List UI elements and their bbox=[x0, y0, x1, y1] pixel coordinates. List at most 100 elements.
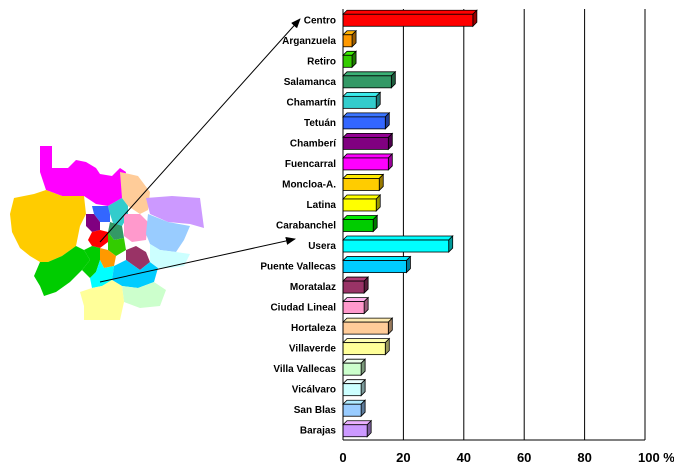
gridlines bbox=[402, 9, 646, 440]
bar-front-face bbox=[342, 239, 450, 253]
bar-latina bbox=[342, 194, 382, 212]
bar-front-face bbox=[342, 301, 365, 314]
category-label-arganzuela: Arganzuela bbox=[282, 36, 336, 47]
bar-front-face bbox=[342, 137, 389, 150]
bar-front-face bbox=[342, 54, 353, 68]
category-label-retiro: Retiro bbox=[307, 56, 336, 67]
bar-retiro bbox=[342, 50, 358, 69]
bar-top-face bbox=[342, 9, 478, 15]
bar-front-face bbox=[342, 280, 365, 294]
bar-top-face bbox=[342, 112, 391, 118]
bar-front-face bbox=[342, 178, 380, 191]
arrow-to-usera bbox=[99, 237, 296, 283]
map-district-usera bbox=[90, 260, 114, 288]
bar-salamanca bbox=[342, 70, 397, 89]
category-labels: Centro Arganzuela Retiro Salamanca Chamartín… bbox=[260, 15, 337, 436]
bar-front-face bbox=[342, 157, 389, 171]
category-label-chamber: Chamberí bbox=[290, 138, 337, 149]
bar-front-face bbox=[342, 260, 407, 273]
bar-front-face bbox=[342, 13, 474, 27]
bar-villaverde bbox=[342, 337, 391, 356]
bar-villa-vallecas bbox=[342, 358, 367, 377]
category-label-centro: Centro bbox=[304, 15, 336, 26]
map-district-chamartin bbox=[108, 198, 128, 226]
district-map bbox=[10, 146, 204, 320]
bar-chamber bbox=[342, 132, 394, 151]
bar-fuencarral bbox=[342, 152, 394, 171]
bars bbox=[342, 9, 478, 438]
bar-carabanchel bbox=[342, 214, 379, 233]
map-district-moncloa bbox=[10, 190, 86, 262]
bar-puente-vallecas bbox=[342, 255, 412, 274]
bar-top-face bbox=[342, 174, 385, 179]
bar-front-face bbox=[342, 321, 389, 335]
map-district-villaverde bbox=[80, 280, 124, 320]
category-label-ciudad-lineal: Ciudad Lineal bbox=[270, 303, 336, 314]
map-district-vicalvaro bbox=[150, 244, 190, 268]
bar-top-face bbox=[342, 256, 412, 261]
map-district-moratalaz bbox=[126, 246, 150, 270]
bar-front-face bbox=[342, 95, 377, 109]
bar-front-face bbox=[342, 34, 353, 48]
category-label-usera: Usera bbox=[308, 241, 336, 252]
map-district-centro bbox=[88, 230, 108, 248]
map-district-latina bbox=[34, 246, 90, 296]
bar-barajas bbox=[342, 419, 373, 438]
map-district-ciudad-lineal bbox=[124, 214, 148, 242]
map-district-arganzuela bbox=[100, 248, 116, 268]
bar-vic-lvaro bbox=[342, 378, 367, 397]
x-tick-label-60: 60 bbox=[517, 450, 531, 465]
bar-front-face bbox=[342, 219, 374, 232]
category-label-carabanchel: Carabanchel bbox=[276, 221, 336, 232]
category-label-villa-vallecas: Villa Vallecas bbox=[273, 364, 336, 375]
map-district-carabanchel bbox=[82, 246, 100, 278]
bar-front-face bbox=[342, 198, 377, 212]
bar-usera bbox=[342, 235, 454, 253]
bar-front-face bbox=[342, 342, 386, 356]
category-label-latina: Latina bbox=[307, 200, 337, 211]
bar-top-face bbox=[342, 91, 382, 97]
map-district-barajas bbox=[146, 196, 204, 228]
map-district-salamanca bbox=[108, 222, 124, 240]
bar-hortaleza bbox=[342, 317, 394, 336]
x-tick-label-80: 80 bbox=[577, 450, 591, 465]
category-label-vic-lvaro: Vicálvaro bbox=[292, 385, 336, 396]
bar-top-face bbox=[342, 133, 394, 138]
map-district-hortaleza bbox=[120, 172, 150, 214]
bar-top-face bbox=[342, 420, 373, 426]
x-tick-label-40: 40 bbox=[457, 450, 471, 465]
bar-san-blas bbox=[342, 399, 367, 418]
map-district-san-blas bbox=[146, 214, 190, 252]
bar-top-face bbox=[342, 194, 382, 200]
bar-top-face bbox=[342, 235, 454, 241]
category-label-moncloa-a: Moncloa-A. bbox=[282, 179, 336, 190]
x-tick-label-100: 100 % bbox=[638, 450, 674, 465]
bar-top-face bbox=[342, 338, 391, 344]
category-label-puente-vallecas: Puente Vallecas bbox=[260, 262, 336, 273]
bar-top-face bbox=[342, 71, 397, 77]
category-label-villaverde: Villaverde bbox=[289, 344, 337, 355]
category-label-san-blas: San Blas bbox=[294, 405, 337, 416]
bar-tetu-n bbox=[342, 111, 391, 130]
map-district-fuencarral bbox=[40, 146, 126, 206]
bar-front-face bbox=[342, 116, 386, 130]
category-label-chamart-n: Chamartín bbox=[287, 97, 336, 108]
bar-top-face bbox=[342, 317, 394, 323]
category-label-fuencarral: Fuencarral bbox=[285, 159, 336, 170]
bar-front-face bbox=[342, 403, 362, 417]
map-district-chamberi bbox=[86, 214, 100, 232]
category-label-barajas: Barajas bbox=[300, 426, 337, 437]
bar-front-face bbox=[342, 362, 362, 376]
category-label-salamanca: Salamanca bbox=[284, 77, 337, 88]
bar-front-face bbox=[342, 424, 368, 438]
bar-front-face bbox=[342, 383, 362, 397]
map-district-tetuan bbox=[92, 206, 110, 222]
x-tick-label-20: 20 bbox=[396, 450, 410, 465]
bar-arganzuela bbox=[342, 29, 358, 48]
bar-ciudad-lineal bbox=[342, 296, 370, 315]
map-district-villa-vallecas bbox=[122, 282, 166, 308]
bar-moratalaz bbox=[342, 276, 370, 295]
bar-moncloa-a bbox=[342, 173, 385, 192]
map-district-retiro bbox=[108, 232, 126, 256]
